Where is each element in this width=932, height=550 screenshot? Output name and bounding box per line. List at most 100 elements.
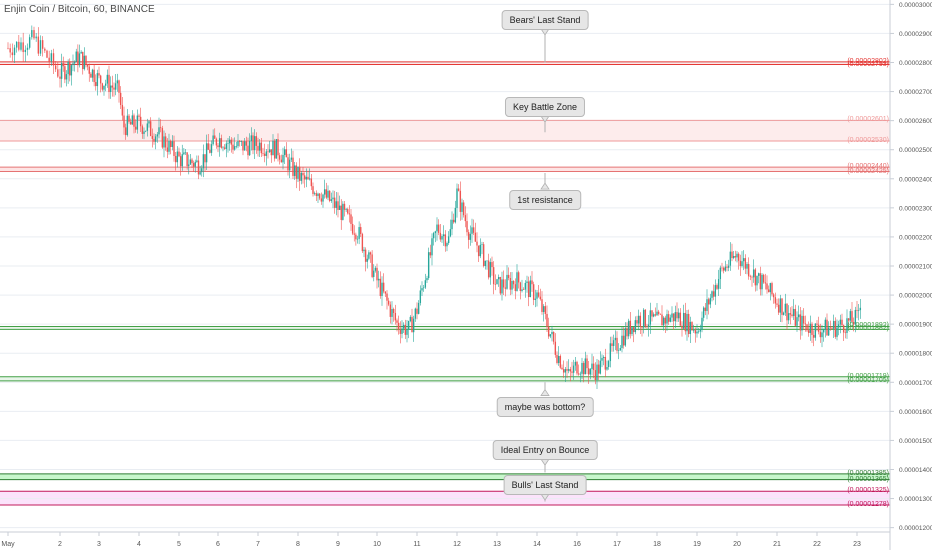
candle-body bbox=[554, 341, 557, 355]
candle-body bbox=[791, 314, 793, 316]
candle-body bbox=[13, 47, 16, 56]
x-axis[interactable]: May 2 3 4 5 6 7 8 9 10 11 12 13 14 16 17 18 19 20 21 22 23 bbox=[1, 532, 861, 548]
candle-body bbox=[747, 263, 750, 277]
level-label: (0.00002530) bbox=[847, 136, 889, 144]
annotation-callout[interactable]: Key Battle Zone bbox=[504, 97, 586, 118]
candle-body bbox=[228, 139, 231, 144]
candle-body bbox=[70, 65, 73, 76]
candle-body bbox=[212, 135, 214, 145]
candle-body bbox=[320, 198, 323, 202]
candle-body bbox=[369, 252, 372, 255]
candle-body bbox=[183, 152, 185, 155]
candle-body bbox=[99, 75, 102, 84]
candle-body bbox=[258, 142, 261, 151]
candle-body bbox=[592, 363, 595, 371]
candle-body bbox=[736, 253, 738, 258]
candle-body bbox=[841, 319, 843, 326]
candle-body bbox=[202, 154, 205, 169]
x-tick-label: 7 bbox=[256, 541, 260, 548]
candle-body bbox=[749, 276, 752, 277]
candle-body bbox=[479, 244, 482, 257]
candle-body bbox=[704, 307, 707, 312]
candle-body bbox=[529, 280, 532, 298]
candle-body bbox=[317, 193, 319, 196]
candle-body bbox=[80, 51, 82, 54]
candle-body bbox=[599, 360, 602, 374]
candle-body bbox=[731, 251, 733, 259]
candle-body bbox=[402, 324, 405, 329]
candle-body bbox=[836, 327, 838, 337]
candle-body bbox=[766, 283, 768, 290]
y-axis[interactable]: 0.00003000 0.00002900 0.00002800 0.00002700… bbox=[890, 2, 932, 532]
candle-body bbox=[407, 321, 410, 330]
candle-body bbox=[148, 121, 150, 124]
x-tick-label: 10 bbox=[373, 541, 381, 548]
candle-body bbox=[85, 55, 87, 65]
candle-body bbox=[350, 214, 352, 224]
candle-body bbox=[637, 315, 640, 324]
y-tick-label: 0.00003000 bbox=[899, 2, 932, 9]
candle-body bbox=[268, 149, 271, 153]
candle-body bbox=[452, 219, 455, 223]
annotation-callout[interactable]: Ideal Entry on Bounce bbox=[492, 440, 598, 461]
candle-body bbox=[769, 283, 772, 293]
annotation-callout[interactable]: Bulls' Last Stand bbox=[503, 475, 587, 496]
candle-body bbox=[826, 319, 828, 336]
candle-body bbox=[492, 267, 495, 285]
candle-body bbox=[589, 369, 592, 375]
candle-body bbox=[243, 141, 246, 151]
candle-body bbox=[28, 37, 31, 48]
candle-body bbox=[287, 157, 289, 171]
candle-body bbox=[406, 329, 408, 335]
candle-body bbox=[819, 331, 822, 338]
candle-body bbox=[340, 205, 342, 220]
candle-body bbox=[285, 149, 288, 158]
annotation-callout[interactable]: 1st resistance bbox=[509, 190, 581, 211]
candle-body bbox=[497, 276, 500, 280]
candle-body bbox=[253, 136, 256, 151]
candle-body bbox=[397, 322, 400, 330]
candle-body bbox=[434, 231, 437, 234]
candle-body bbox=[379, 278, 382, 296]
candle-body bbox=[248, 141, 251, 156]
candle-body bbox=[121, 104, 124, 116]
candle-body bbox=[772, 294, 775, 298]
candle-body bbox=[235, 146, 238, 147]
callout-pointer bbox=[540, 182, 550, 190]
x-tick-label: 12 bbox=[453, 541, 461, 548]
candle-body bbox=[394, 312, 397, 321]
candle-body bbox=[569, 369, 572, 372]
candle-body bbox=[67, 62, 69, 75]
candle-body bbox=[149, 121, 152, 136]
y-tick-label: 0.00002700 bbox=[899, 89, 932, 96]
candle-body bbox=[39, 40, 42, 54]
candle-body bbox=[557, 355, 560, 363]
candle-body bbox=[519, 282, 522, 291]
candle-body bbox=[422, 287, 425, 289]
candle-body bbox=[484, 260, 487, 267]
annotation-callout[interactable]: maybe was bottom? bbox=[496, 396, 594, 417]
candle-body bbox=[636, 320, 638, 324]
candle-body bbox=[717, 279, 720, 289]
x-tick-label: 14 bbox=[533, 541, 541, 548]
candle-body bbox=[240, 141, 243, 142]
candle-body bbox=[305, 176, 308, 180]
y-tick-label: 0.00001700 bbox=[899, 380, 932, 387]
candle-body bbox=[95, 82, 97, 87]
candle-body bbox=[275, 139, 278, 159]
candle-body bbox=[196, 160, 198, 162]
candle-body bbox=[441, 236, 443, 240]
candle-body bbox=[371, 254, 373, 277]
candle-body bbox=[491, 262, 493, 268]
candle-body bbox=[232, 144, 234, 150]
candle-body bbox=[308, 178, 311, 180]
annotation-callout[interactable]: Bears' Last Stand bbox=[501, 9, 589, 30]
candle-body bbox=[821, 332, 823, 338]
candle-body bbox=[624, 328, 627, 346]
candle-body bbox=[561, 367, 563, 370]
candle-body bbox=[786, 303, 788, 321]
candle-body bbox=[278, 155, 281, 160]
candle-body bbox=[701, 317, 703, 330]
candle-body bbox=[459, 190, 462, 212]
